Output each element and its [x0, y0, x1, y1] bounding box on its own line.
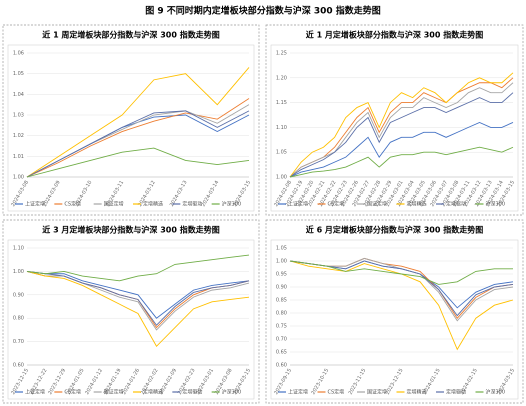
legend-label: 定增精选: [407, 201, 427, 208]
legend-label: 国证定增: [367, 201, 387, 208]
y-tick-label: 1.10: [276, 125, 287, 131]
legend-label: 定增驱动: [446, 389, 466, 396]
series-line: [289, 72, 514, 178]
plot-frame: [270, 44, 519, 212]
series-line: [26, 270, 250, 319]
y-tick-label: 1.00: [276, 259, 287, 265]
series-line: [289, 260, 514, 317]
legend-label: 上证定增: [25, 389, 45, 396]
series-line: [289, 92, 514, 178]
legend-label: 定增精选: [143, 389, 163, 396]
legend-label: 上证定增: [288, 389, 308, 396]
legend-label: 沪深300: [486, 201, 506, 208]
legend-label: CS定增: [64, 389, 81, 396]
legend-label: 国证定增: [104, 389, 124, 396]
series-line: [26, 270, 250, 326]
y-tick-label: 0.90: [276, 285, 287, 291]
panel-title: 近 1 周定增板块部分指数与沪深 300 指数走势图: [42, 30, 219, 40]
y-tick-label: 0.85: [276, 298, 287, 304]
y-tick-label: 0.60: [13, 363, 24, 369]
legend-label: 定增精选: [407, 389, 427, 396]
series-line: [26, 270, 250, 348]
legend-label: 定增驱动: [446, 201, 466, 208]
y-tick-label: 1.15: [276, 100, 287, 106]
series-line: [26, 147, 250, 178]
y-tick-label: 1.01: [13, 154, 24, 160]
legend-label: CS定增: [328, 201, 345, 208]
y-tick-label: 0.70: [276, 337, 287, 343]
y-tick-label: 1.04: [13, 92, 24, 98]
series-line: [289, 257, 514, 322]
y-tick-label: 0.80: [276, 311, 287, 317]
legend-label: 定增驱动: [182, 201, 202, 208]
y-tick-label: 1.00: [276, 175, 287, 181]
y-tick-label: 1.06: [13, 51, 24, 57]
y-tick-label: 0.70: [13, 339, 24, 345]
y-tick-label: 0.95: [276, 272, 287, 278]
legend-label: 定增精选: [143, 201, 163, 208]
series-line: [289, 257, 514, 319]
y-tick-label: 1.05: [276, 246, 287, 252]
panel-border: [265, 219, 524, 404]
series-line: [289, 82, 514, 178]
panel-border: [2, 219, 260, 404]
y-tick-label: 1.00: [13, 269, 24, 275]
series-line: [289, 146, 514, 178]
panel-border: [2, 24, 260, 216]
series-line: [289, 260, 513, 285]
legend-label: 沪深300: [486, 389, 506, 396]
legend-label: 沪深300: [222, 201, 242, 208]
y-tick-label: 0.90: [13, 292, 24, 298]
panel-border: [265, 24, 524, 216]
y-tick-label: 1.25: [276, 51, 287, 57]
y-tick-label: 0.80: [13, 316, 24, 322]
y-tick-label: 1.02: [13, 133, 24, 139]
series-line: [26, 98, 250, 178]
plot-frame: [7, 239, 255, 400]
panel-title: 近 3 月定增板块部分指数与沪深 300 指数走势图: [42, 225, 219, 235]
plot-frame: [270, 239, 519, 400]
series-line: [26, 254, 250, 282]
series-line: [26, 110, 250, 178]
y-tick-label: 0.60: [276, 363, 287, 369]
legend-label: 定增驱动: [182, 389, 202, 396]
plot-frame: [7, 44, 255, 212]
panel-title: 近 6 月定增板块部分指数与沪深 300 指数走势图: [306, 225, 483, 235]
legend-label: 国证定增: [367, 389, 387, 396]
legend-label: 上证定增: [288, 201, 308, 208]
y-tick-label: 0.75: [276, 324, 287, 330]
y-tick-label: 1.03: [13, 113, 24, 119]
y-tick-label: 1.05: [276, 150, 287, 156]
y-tick-label: 0.65: [276, 350, 287, 356]
y-tick-label: 1.05: [13, 71, 24, 77]
y-tick-label: 1.10: [13, 246, 24, 252]
series-line: [289, 77, 514, 178]
y-tick-label: 1.20: [276, 75, 287, 81]
figure-title: 图 9 不同时期内定增板块部分指数与沪深 300 指数走势图: [145, 5, 381, 17]
legend-label: 国证定增: [104, 201, 124, 208]
legend-label: CS定增: [328, 389, 345, 396]
legend-label: 沪深300: [222, 389, 242, 396]
series-line: [26, 67, 250, 178]
series-line: [289, 121, 514, 178]
legend-label: CS定增: [64, 201, 81, 208]
legend-label: 上证定增: [25, 201, 45, 208]
y-tick-label: 1.00: [13, 175, 24, 181]
panel-title: 近 1 月定增板块部分指数与沪深 300 指数走势图: [306, 30, 483, 40]
series-line: [26, 114, 250, 178]
series-line: [26, 104, 250, 178]
series-line: [26, 270, 250, 331]
